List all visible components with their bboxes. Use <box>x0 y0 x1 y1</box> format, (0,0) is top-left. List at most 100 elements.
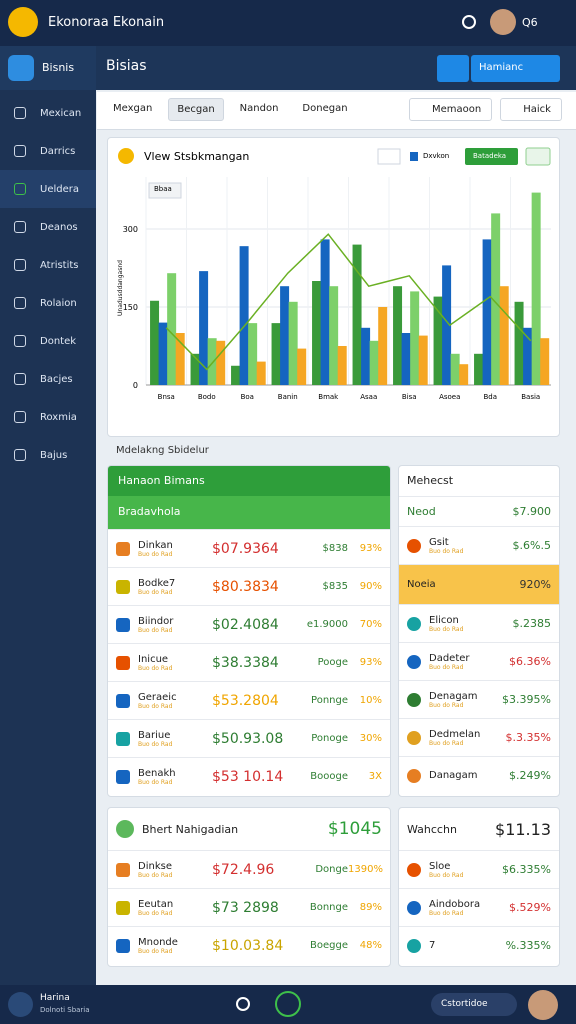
filter[interactable] <box>148 182 182 199</box>
bar <box>361 327 371 385</box>
side-row[interactable]: Dedmelan Buo do Rad $.3.35% <box>399 718 559 756</box>
row-sub: Buo do Rad <box>429 739 464 747</box>
sidebar-item[interactable]: Bajus <box>0 436 96 474</box>
table-row[interactable]: Geraeic Buo do Rad $53.2804 Ponnge 10% <box>108 681 390 719</box>
tab-button[interactable]: Memaoon <box>409 98 493 121</box>
bar <box>523 327 533 385</box>
row-value: $6.335% <box>502 863 551 876</box>
sidebar-item[interactable]: Dontek <box>0 322 96 360</box>
chart-icon <box>118 148 134 164</box>
table-row[interactable]: Bariue Buo do Rad $50.93.08 Ponoge 30% <box>108 719 390 757</box>
table-row[interactable]: Biindor Buo do Rad $02.4084 e1.9000 70% <box>108 605 390 643</box>
user-label[interactable]: Q6 <box>522 16 538 29</box>
dropdown[interactable] <box>377 148 401 165</box>
side-row[interactable]: Gsit Buo do Rad $.6%.5 <box>399 526 559 564</box>
bar <box>207 338 217 385</box>
row-col: e1.9000 <box>306 619 348 630</box>
row-name: Dinkan Buo do Rad <box>138 540 212 558</box>
tab[interactable]: Nandon <box>239 103 279 114</box>
sidebar-item[interactable]: Ueldera <box>0 170 96 208</box>
table-row[interactable]: Mnonde Buo do Rad $10.03.84 Boegge 48% <box>108 926 390 964</box>
row-title: Eeutan <box>138 898 174 910</box>
row-icon <box>407 862 421 877</box>
side-row[interactable]: Dadeter Buo do Rad $6.36% <box>399 642 559 680</box>
table-row[interactable]: Eeutan Buo do Rad $73 2898 Bonnge 89% <box>108 888 390 926</box>
bar <box>271 323 281 385</box>
row-price: $53 10.14 <box>212 768 284 785</box>
row-name: Eeutan Buo do Rad <box>138 899 212 917</box>
bar <box>329 286 339 385</box>
header-button[interactable]: Hamianc <box>471 55 560 82</box>
row-sub: Buo do Rad <box>138 588 173 596</box>
footer-action[interactable] <box>275 991 301 1017</box>
sidebar-icon <box>14 145 26 157</box>
tab[interactable]: Donegan <box>302 103 348 114</box>
row-title: 7 <box>429 940 436 951</box>
row-pct: 48% <box>359 940 382 951</box>
br-total: $11.13 <box>495 819 551 839</box>
table-row[interactable]: Bodke7 Buo do Rad $80.3834 $835 90% <box>108 567 390 605</box>
bar <box>378 307 388 385</box>
row-title: Biindor <box>138 615 174 627</box>
row-title: Dinkse <box>138 860 172 872</box>
table-row[interactable]: Inicue Buo do Rad $38.3384 Pooge 93% <box>108 643 390 681</box>
sidebar-icon <box>14 183 26 195</box>
sidebar-item[interactable]: Mexican <box>0 94 96 132</box>
row-col: Ponnge <box>311 695 348 706</box>
sidebar-label: Dontek <box>40 335 77 347</box>
chart-button[interactable] <box>465 148 518 165</box>
sidebar-item[interactable]: Rolaion <box>0 284 96 322</box>
side-row[interactable]: Sloe Buo do Rad $6.335% <box>399 850 559 888</box>
bar <box>459 364 469 385</box>
side-row[interactable]: Denagam Buo do Rad $3.395% <box>399 680 559 718</box>
row-title: Bodke7 <box>138 577 176 589</box>
side-row[interactable]: Elicon Buo do Rad $.2385 <box>399 604 559 642</box>
row-title: Danagam <box>429 770 478 781</box>
tab[interactable]: Mexgan <box>113 103 153 114</box>
row-icon <box>116 541 130 556</box>
side-row[interactable]: Noeia 920% <box>399 564 559 604</box>
settings-icon[interactable] <box>462 15 476 29</box>
row-col: Boooge <box>310 771 348 782</box>
table-row[interactable]: Benakh Buo do Rad $53 10.14 Boooge 3X <box>108 757 390 795</box>
tab-buttons: Memaoon Haick <box>409 98 562 121</box>
br-title: Wahcchn <box>407 822 457 836</box>
y-tick-label: 0 <box>133 381 138 390</box>
sidebar-icon <box>14 449 26 461</box>
row-name: Bodke7 Buo do Rad <box>138 578 212 596</box>
footer-avatar[interactable] <box>528 990 558 1020</box>
sidebar-item[interactable]: Roxmia <box>0 398 96 436</box>
bar <box>288 301 298 385</box>
side-top-value[interactable]: $7.900 <box>512 505 552 518</box>
side-row[interactable]: Danagam $.249% <box>399 756 559 794</box>
tab[interactable]: Becgan <box>168 98 224 121</box>
table-row[interactable]: Dinkan Buo do Rad $07.9364 $838 93% <box>108 529 390 567</box>
row-title: Sloe <box>429 860 451 872</box>
footer-icon[interactable] <box>8 992 33 1017</box>
bar <box>540 338 550 385</box>
search-button[interactable] <box>437 55 469 82</box>
row-title: Bariue <box>138 729 171 741</box>
view-toggle[interactable] <box>525 147 551 166</box>
bar <box>369 340 379 385</box>
tab-bar: Mexgan Becgan Nandon Donegan Memaoon Haick <box>97 92 576 130</box>
bar <box>393 286 403 385</box>
sidebar-item[interactable]: Darrics <box>0 132 96 170</box>
bl-title: Bhert Nahigadian <box>142 822 239 836</box>
bl-rows: Dinkse Buo do Rad $72.4.96 Donge 1390% Eeutan… <box>108 850 390 964</box>
footer-button[interactable]: Cstortidoe <box>431 993 517 1016</box>
sidebar-item[interactable]: Atristits <box>0 246 96 284</box>
side-row[interactable]: 7 %.335% <box>399 926 559 964</box>
footer-settings[interactable] <box>236 997 250 1011</box>
tab-button[interactable]: Haick <box>500 98 562 121</box>
row-col: Pooge <box>317 657 348 668</box>
sidebar-item[interactable]: Bacjes <box>0 360 96 398</box>
sidebar-item[interactable]: Deanos <box>0 208 96 246</box>
side-row[interactable]: Aindobora Buo do Rad $.529% <box>399 888 559 926</box>
sidebar-icon <box>14 221 26 233</box>
x-tick-label: Bmak <box>318 393 339 401</box>
avatar[interactable] <box>490 9 516 35</box>
row-value: $.3.35% <box>505 731 551 744</box>
table-row[interactable]: Dinkse Buo do Rad $72.4.96 Donge 1390% <box>108 850 390 888</box>
sidebar-icon <box>14 335 26 347</box>
